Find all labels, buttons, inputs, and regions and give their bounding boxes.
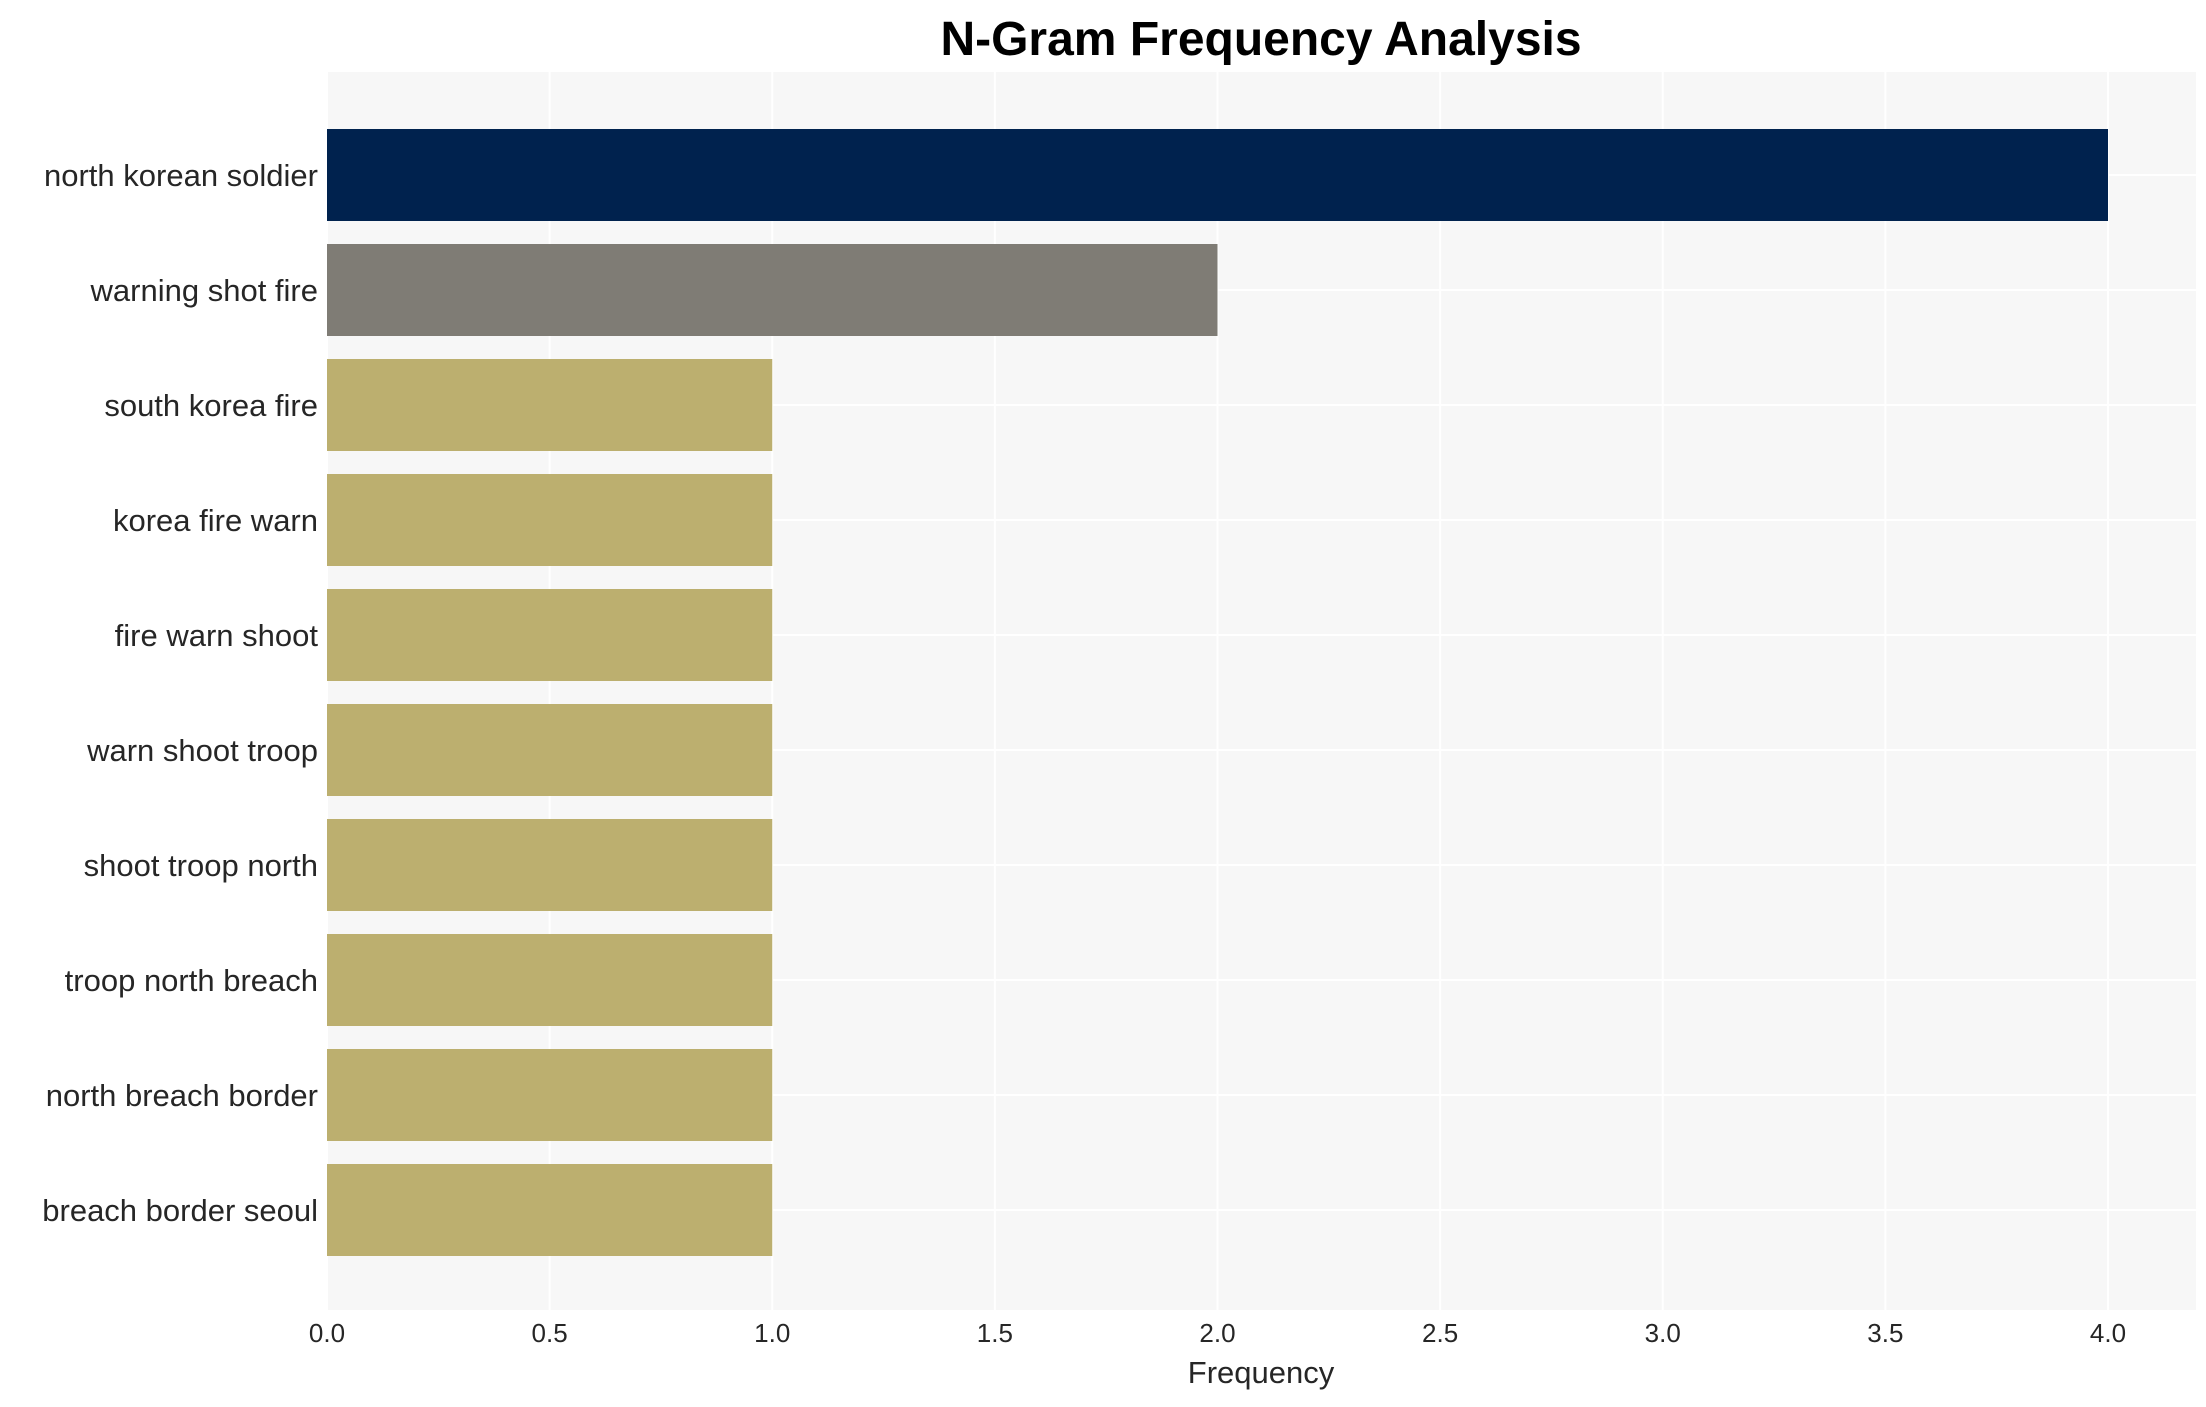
x-tick-label: 0.5 — [532, 1318, 568, 1348]
bar — [327, 244, 1218, 336]
bar — [327, 359, 773, 451]
category-label: troop north breach — [65, 963, 318, 998]
x-tick-labels: 0.0 0.5 1.0 1.5 2.0 2.5 3.0 3.5 4.0 — [309, 1318, 2126, 1348]
bars — [327, 129, 2108, 1256]
bar — [327, 1049, 773, 1141]
x-tick-label: 4.0 — [2090, 1318, 2126, 1348]
chart-title: N-Gram Frequency Analysis — [940, 13, 1581, 66]
category-label: warning shot fire — [90, 273, 318, 308]
bar — [327, 589, 773, 681]
x-tick-label: 2.5 — [1422, 1318, 1458, 1348]
category-label: korea fire warn — [113, 503, 318, 538]
bar — [327, 1164, 773, 1256]
category-label: north breach border — [46, 1078, 318, 1113]
x-tick-label: 1.0 — [754, 1318, 790, 1348]
x-tick-label: 3.0 — [1645, 1318, 1681, 1348]
bar — [327, 129, 2108, 221]
x-tick-label: 1.5 — [977, 1318, 1013, 1348]
x-tick-label: 2.0 — [1199, 1318, 1235, 1348]
category-labels: north korean soldier warning shot fire sou… — [42, 158, 318, 1228]
x-axis-label: Frequency — [1188, 1355, 1335, 1390]
bar — [327, 934, 773, 1026]
category-label: breach border seoul — [42, 1193, 318, 1228]
category-label: fire warn shoot — [115, 618, 319, 653]
category-label: warn shoot troop — [86, 733, 318, 768]
bar — [327, 474, 773, 566]
x-tick-label: 0.0 — [309, 1318, 345, 1348]
category-label: shoot troop north — [84, 848, 318, 883]
bar — [327, 704, 773, 796]
category-label: north korean soldier — [44, 158, 318, 193]
x-tick-label: 3.5 — [1867, 1318, 1903, 1348]
bar — [327, 819, 773, 911]
category-label: south korea fire — [104, 388, 318, 423]
